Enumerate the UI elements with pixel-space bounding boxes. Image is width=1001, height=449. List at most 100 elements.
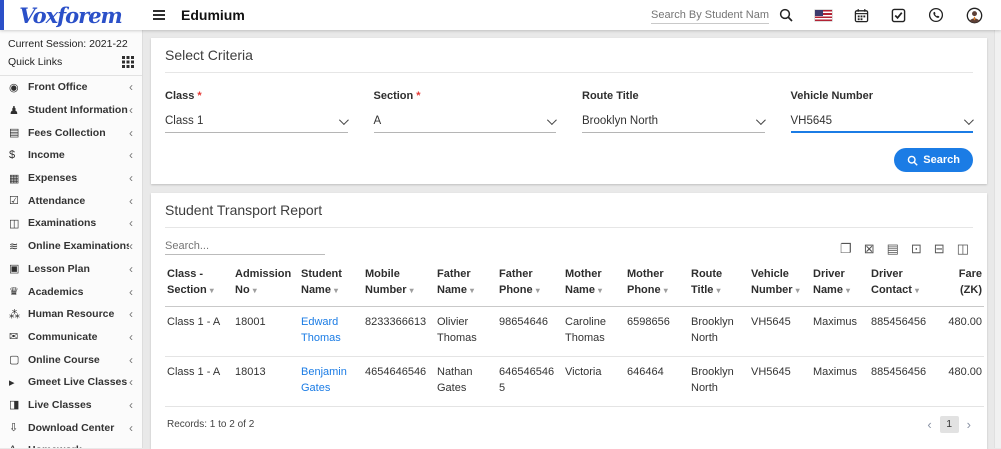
language-flag-icon[interactable] [815,9,832,21]
transport-report-table: Class - Section ▾ Admission No ▾ Student… [165,263,984,407]
sidebar-item-front-office[interactable]: ◉ Front Office ‹ [9,80,133,95]
chevron-icon: ‹ [129,329,133,344]
sidebar-item-homework[interactable]: AHomework‹ [0,439,142,448]
sidebar-item-download-center[interactable]: ⇩ Download Center ‹ [9,420,133,435]
sidebar: Current Session: 2021-22 Quick Links ◉ Fr… [0,30,143,448]
main-content: Select Criteria Class * Class 1 Section … [144,30,994,449]
human-resource-icon: ⁂ [9,308,20,321]
route-title-select[interactable]: Brooklyn North [582,114,766,133]
online-course-icon: ▢ [9,354,20,367]
col-driver-name[interactable]: Driver Name ▾ [811,263,869,307]
col-fare[interactable]: Fare (ZK) [939,263,984,307]
sidebar-item-communicate[interactable]: ✉ Communicate ‹ [9,329,133,344]
download-center-icon: ⇩ [9,422,19,435]
homework-icon: A [9,444,28,448]
export-pdf-icon[interactable]: ⊡ [910,241,922,256]
export-toolbar: ❐ ⊠ ▤ ⊡ ⊟ ◫ [840,242,973,255]
student-name-link[interactable]: Edward Thomas [301,315,341,344]
chevron-icon: ‹ [129,375,133,390]
col-driver-contact[interactable]: Driver Contact ▾ [869,263,939,307]
sidebar-item-gmeet-live-classes[interactable]: ▸ Gmeet Live Classes ‹ [9,375,133,390]
col-mother-name[interactable]: Mother Name ▾ [563,263,625,307]
sidebar-item-student-information[interactable]: ♟ Student Information ‹ [9,103,133,118]
sidebar-item-fees-collection[interactable]: ▤ Fees Collection ‹ [9,125,133,140]
apps-grid-icon[interactable] [122,56,134,68]
col-mobile-number[interactable]: Mobile Number ▾ [363,263,435,307]
class-select[interactable]: Class 1 [165,114,349,133]
prev-page-button[interactable]: ‹ [927,416,932,432]
select-criteria-title: Select Criteria [165,47,973,73]
col-student-name[interactable]: Student Name ▾ [299,263,363,307]
expenses-icon: ▦ [9,172,20,185]
col-class-section[interactable]: Class - Section ▾ [165,263,233,307]
chevron-icon: ‹ [129,148,133,163]
search-button[interactable]: Search [894,148,973,172]
col-admission-no[interactable]: Admission No ▾ [233,263,299,307]
table-row: Class 1 - A 18013 Benjamin Gates 4654646… [165,356,984,407]
student-information-icon: ♟ [9,104,19,117]
section-label: Section * [373,90,421,102]
sort-icon: ▾ [209,285,214,295]
sidebar-item-lesson-plan[interactable]: ▣ Lesson Plan ‹ [9,261,133,276]
required-marker: * [197,90,202,102]
sidebar-item-income[interactable]: $ Income ‹ [9,148,133,163]
section-select[interactable]: A [373,114,557,133]
vehicle-number-label: Vehicle Number [790,90,874,102]
column-visibility-icon[interactable]: ◫ [956,241,969,256]
header-accent-strip [0,0,4,30]
table-row: Class 1 - A 18001 Edward Thomas 82333666… [165,306,984,357]
copy-icon[interactable]: ❐ [840,241,852,256]
sort-icon: ▾ [334,285,339,295]
logo[interactable]: Voxforem [19,2,123,28]
class-label: Class * [165,90,202,102]
search-icon[interactable] [779,8,793,22]
col-mother-phone[interactable]: Mother Phone ▾ [625,263,689,307]
sidebar-item-human-resource[interactable]: ⁂ Human Resource ‹ [9,307,133,322]
chevron-down-icon [963,114,974,125]
chevron-icon: ‹ [129,125,133,140]
sidebar-item-live-classes[interactable]: ◨ Live Classes ‹ [9,397,133,412]
chevron-icon: ‹ [129,352,133,367]
chevron-icon: ‹ [129,103,133,118]
scrollbar[interactable] [994,30,1001,448]
sort-icon: ▾ [470,285,475,295]
front-office-icon: ◉ [9,81,19,94]
print-icon[interactable]: ⊟ [933,241,945,256]
chevron-down-icon [755,114,766,125]
tasks-check-icon[interactable] [891,8,906,23]
table-search-input[interactable] [165,238,325,255]
chevron-down-icon [338,114,349,125]
calendar-icon[interactable] [854,8,869,23]
gmeet-live-classes-icon: ▸ [9,376,15,389]
app-title: Edumium [181,7,245,23]
chevron-icon: ‹ [129,307,133,322]
page-number[interactable]: 1 [939,415,959,433]
col-vehicle-number[interactable]: Vehicle Number ▾ [749,263,811,307]
sidebar-item-online-course[interactable]: ▢ Online Course ‹ [9,352,133,367]
sort-icon: ▾ [663,285,668,295]
col-father-phone[interactable]: Father Phone ▾ [497,263,563,307]
sidebar-item-academics[interactable]: ♛ Academics ‹ [9,284,133,299]
export-csv-icon[interactable]: ▤ [886,241,899,256]
sidebar-item-attendance[interactable]: ☑ Attendance ‹ [9,193,133,208]
report-title: Student Transport Report [165,202,973,228]
next-page-button[interactable]: › [966,416,971,432]
live-classes-icon: ◨ [9,399,20,412]
sidebar-item-examinations[interactable]: ◫ Examinations ‹ [9,216,133,231]
sidebar-item-online-examinations[interactable]: ≋ Online Examinations ‹ [9,239,133,254]
chevron-icon: ‹ [129,420,133,435]
student-name-link[interactable]: Benjamin Gates [301,365,347,394]
col-father-name[interactable]: Father Name ▾ [435,263,497,307]
table-header-row: Class - Section ▾ Admission No ▾ Student… [165,263,984,307]
export-excel-icon[interactable]: ⊠ [863,241,875,256]
vehicle-number-select[interactable]: VH5645 [790,114,974,133]
student-search-input[interactable] [651,6,769,24]
col-route-title[interactable]: Route Title ▾ [689,263,749,307]
income-icon: $ [9,149,16,162]
sidebar-item-expenses[interactable]: ▦ Expenses ‹ [9,171,133,186]
chevron-icon: ‹ [129,397,133,412]
hamburger-menu-icon[interactable] [149,6,169,24]
whatsapp-chat-icon[interactable] [928,7,944,23]
sort-icon: ▾ [795,285,800,295]
user-avatar-icon[interactable] [966,7,983,24]
